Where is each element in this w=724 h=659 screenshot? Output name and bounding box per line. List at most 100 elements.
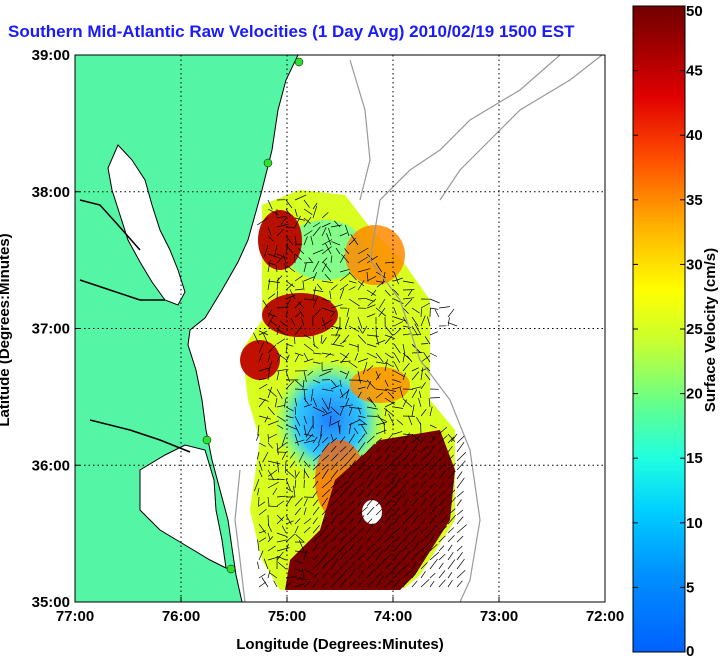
velocity-arrow [375, 455, 383, 462]
velocity-arrow [456, 570, 466, 579]
velocity-arrow [366, 562, 374, 570]
hf-radar-sites [202, 57, 304, 574]
velocity-arrow [402, 550, 411, 561]
velocity-arrow [267, 259, 271, 273]
velocity-arrow [321, 468, 329, 480]
velocity-arrow [348, 460, 356, 471]
velocity-arrow [339, 232, 348, 237]
velocity-arrow [294, 253, 302, 260]
y-tick-label: 38:00 [32, 184, 70, 201]
velocity-arrow [456, 509, 464, 516]
velocity-arrow [294, 550, 308, 553]
velocity-arrow [456, 524, 467, 534]
velocity-arrow [424, 336, 431, 345]
velocity-arrow [375, 437, 383, 444]
velocity-arrow [276, 354, 282, 363]
velocity-arrow [285, 487, 294, 493]
velocity-arrow [402, 526, 408, 534]
velocity-arrow [366, 568, 376, 579]
velocity-arrow [276, 324, 280, 336]
velocity-arrow [384, 445, 391, 453]
velocity-arrow [375, 262, 383, 273]
velocity-arrow [258, 581, 267, 588]
velocity-arrow [321, 352, 335, 356]
velocity-arrow [321, 397, 329, 410]
velocity-arrow [456, 580, 463, 588]
velocity-arrow [348, 526, 356, 534]
y-axis-label: Latitude (Degrees:Minutes) [0, 233, 13, 427]
velocity-arrow [375, 526, 381, 534]
velocity-arrow [312, 499, 319, 507]
colorbar-tick-label: 40 [686, 127, 703, 144]
velocity-arrow [357, 552, 366, 561]
velocity-arrow [393, 460, 401, 471]
velocity-arrow [267, 226, 272, 236]
velocity-arrow [420, 343, 429, 345]
velocity-arrow [402, 444, 409, 453]
velocity-arrow [366, 523, 374, 534]
velocity-arrow [267, 388, 277, 398]
velocity-arrow [429, 397, 440, 399]
velocity-arrow [447, 580, 453, 588]
velocity-arrow [303, 433, 315, 437]
velocity-arrow [346, 307, 350, 317]
velocity-arrow [411, 389, 418, 399]
velocity-arrow [366, 464, 373, 471]
velocity-arrow [429, 471, 436, 480]
velocity-arrow [310, 235, 314, 246]
velocity-arrow [276, 327, 287, 336]
velocity-arrow [393, 298, 404, 305]
velocity-arrow [258, 508, 267, 516]
velocity-arrow [294, 582, 306, 588]
velocity-arrow [339, 272, 351, 282]
velocity-arrow [366, 443, 375, 453]
velocity-arrow [411, 307, 420, 314]
velocity-arrow [310, 388, 314, 402]
x-tick-label: 72:00 [586, 608, 624, 625]
velocity-arrow [267, 354, 271, 363]
velocity-arrow [326, 232, 332, 246]
velocity-arrow [399, 387, 404, 399]
velocity-arrow [258, 501, 266, 507]
velocity-arrow [339, 550, 348, 561]
velocity-arrow [429, 524, 438, 534]
velocity-arrow [375, 482, 382, 489]
velocity-arrow [402, 316, 408, 324]
velocity-arrow [330, 550, 341, 561]
velocity-arrow [357, 325, 363, 334]
velocity-arrow [357, 515, 365, 525]
velocity-arrow [267, 478, 279, 481]
velocity-arrow [414, 323, 422, 336]
velocity-arrow [294, 301, 302, 309]
velocity-arrow [274, 244, 278, 257]
velocity-arrow [429, 572, 436, 579]
velocity-arrow [303, 262, 307, 273]
velocity-arrow [294, 235, 297, 245]
velocity-arrow [366, 535, 372, 543]
velocity-arrow [348, 406, 362, 410]
velocity-arrow [330, 311, 336, 318]
velocity-arrow [348, 298, 360, 307]
velocity-arrow [393, 289, 400, 296]
bay-water [107, 144, 186, 306]
velocity-arrow [279, 320, 287, 327]
velocity-arrow [312, 443, 320, 453]
velocity-arrow [411, 316, 419, 327]
velocity-arrow [348, 479, 355, 489]
velocity-arrow [330, 577, 341, 588]
velocity-arrow [330, 469, 339, 480]
velocity-arrow [321, 227, 327, 237]
velocity-arrow [303, 550, 307, 561]
velocity-arrow [330, 545, 337, 552]
velocity-arrow [456, 460, 466, 471]
velocity-arrow [275, 264, 278, 273]
colorbar-tick-label: 15 [686, 450, 703, 467]
velocity-arrow [429, 514, 437, 525]
velocity-arrow [420, 367, 424, 381]
velocity-arrow [438, 570, 446, 579]
velocity-arrow [447, 322, 458, 327]
colorbar-tick-label: 0 [686, 643, 694, 659]
velocity-arrow [402, 472, 408, 480]
velocity-arrow [375, 559, 386, 570]
velocity-arrow [339, 404, 353, 408]
